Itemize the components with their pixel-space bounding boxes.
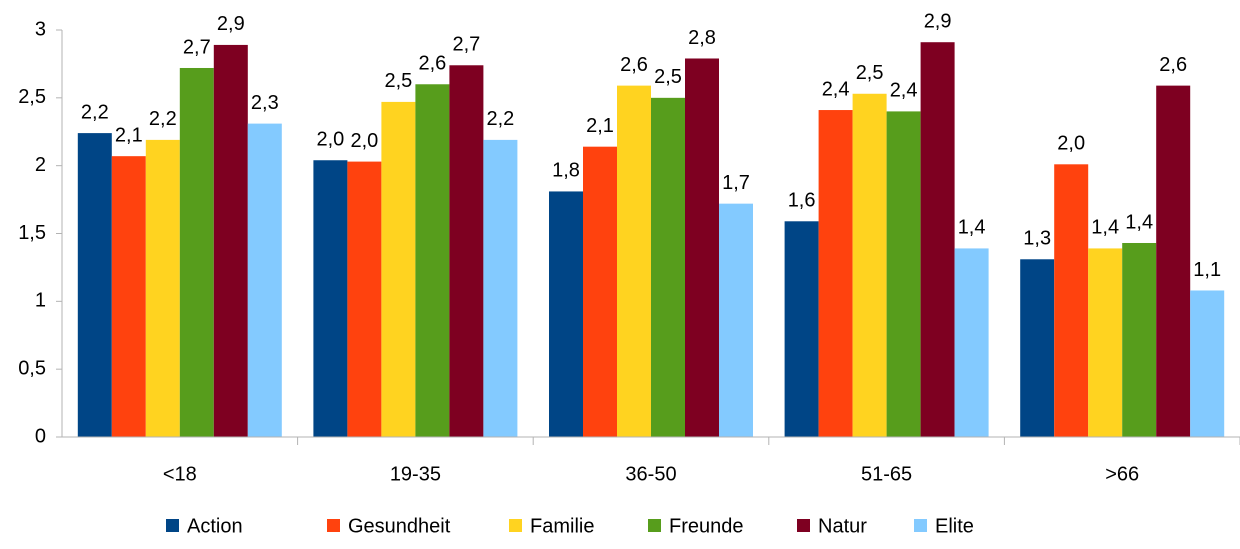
legend-swatch — [914, 519, 927, 532]
legend-label: Elite — [935, 515, 974, 537]
legend-label: Natur — [818, 515, 867, 537]
y-tick-label: 2 — [35, 154, 46, 176]
bar — [449, 65, 484, 438]
bar — [213, 44, 248, 437]
bar — [347, 161, 382, 437]
data-label: 1,8 — [552, 160, 580, 182]
bar — [719, 203, 753, 437]
data-label: 1,4 — [1091, 217, 1119, 239]
x-tick-label: <18 — [163, 463, 197, 485]
y-tick-label: 2,5 — [18, 86, 46, 108]
data-label: 2,5 — [384, 70, 412, 92]
bar — [954, 248, 989, 437]
bar — [179, 67, 214, 437]
bar — [77, 133, 112, 437]
legend-swatch — [166, 519, 179, 532]
bar — [111, 156, 146, 438]
y-tick-label: 3 — [35, 18, 46, 40]
data-label: 2,3 — [251, 92, 279, 114]
legend-label: Familie — [530, 515, 594, 537]
data-label: 1,6 — [788, 190, 816, 212]
bar — [313, 160, 348, 438]
bar — [549, 191, 583, 437]
bar — [920, 42, 955, 438]
bar — [381, 101, 416, 438]
bar — [583, 146, 617, 437]
y-tick-label: 0,5 — [18, 357, 46, 379]
data-label: 2,2 — [149, 108, 177, 130]
bar — [852, 93, 887, 437]
bar — [784, 221, 819, 437]
legend-swatch — [509, 519, 522, 532]
data-label: 1,4 — [958, 217, 986, 239]
bar — [483, 139, 518, 437]
bar — [247, 123, 282, 438]
bar — [685, 58, 719, 438]
data-label: 2,5 — [856, 62, 884, 84]
data-label: 2,6 — [620, 54, 648, 76]
data-label: 1,1 — [1193, 259, 1221, 281]
bar — [1088, 248, 1123, 437]
legend-swatch — [648, 519, 661, 532]
bar — [617, 85, 651, 437]
data-label: 2,7 — [452, 34, 480, 56]
y-tick-label: 1,5 — [18, 222, 46, 244]
bar — [886, 111, 921, 438]
bar — [1122, 242, 1157, 437]
data-label: 2,0 — [316, 129, 344, 151]
data-label: 1,7 — [722, 172, 750, 194]
data-label: 2,2 — [81, 101, 109, 123]
data-label: 2,1 — [115, 124, 143, 146]
bar — [1020, 259, 1055, 437]
data-label: 1,3 — [1023, 228, 1051, 250]
data-label: 2,2 — [486, 108, 514, 130]
data-label: 2,4 — [890, 80, 918, 102]
data-label: 2,8 — [688, 27, 716, 49]
data-label: 2,9 — [217, 13, 245, 35]
bar — [1054, 164, 1089, 437]
y-tick-label: 0 — [35, 425, 46, 447]
x-tick-label: 51-65 — [861, 463, 912, 485]
legend-label: Freunde — [669, 515, 744, 537]
legend-label: Action — [187, 515, 243, 537]
legend-swatch — [797, 519, 810, 532]
data-label: 2,1 — [586, 115, 614, 137]
data-label: 2,6 — [1159, 54, 1187, 76]
data-label: 1,4 — [1125, 211, 1153, 233]
data-label: 2,9 — [924, 10, 952, 32]
data-label: 2,4 — [822, 78, 850, 100]
y-tick-label: 1 — [35, 290, 46, 312]
bar — [651, 97, 685, 437]
bar — [1190, 290, 1225, 437]
bar — [145, 139, 180, 437]
bar — [1156, 85, 1191, 437]
data-label: 2,6 — [418, 53, 446, 75]
data-label: 2,7 — [183, 36, 211, 58]
x-tick-label: 19-35 — [390, 463, 441, 485]
data-label: 2,0 — [350, 130, 378, 152]
bar — [818, 110, 853, 437]
legend-label: Gesundheit — [348, 515, 451, 537]
data-label: 2,5 — [654, 66, 682, 88]
legend-swatch — [327, 519, 340, 532]
x-tick-label: 36-50 — [625, 463, 676, 485]
data-label: 2,0 — [1057, 133, 1085, 155]
bar — [415, 84, 450, 438]
x-tick-label: >66 — [1105, 463, 1139, 485]
